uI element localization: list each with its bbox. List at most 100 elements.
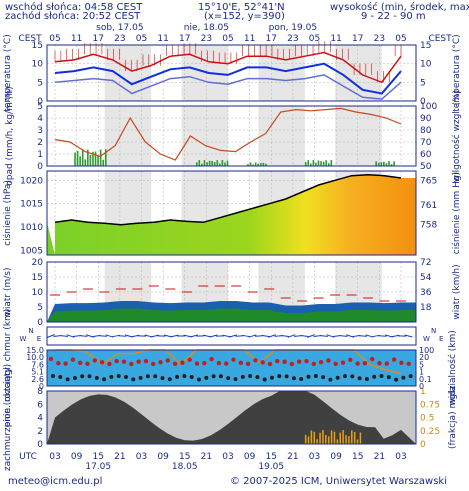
bottom-hour-label: 03 — [136, 452, 147, 462]
precipitation-bar — [201, 163, 203, 166]
bottom-day-label: 19.05 — [258, 462, 284, 472]
fog-bar — [316, 439, 318, 444]
top-hour-label: 11 — [71, 34, 82, 44]
temp-ytick-left: 5 — [37, 78, 43, 88]
cld-ylabel-left: zachmurzenie (oktanty) — [3, 364, 13, 471]
cloud-base-dot — [364, 376, 369, 381]
wind-ytick-right: 36 — [420, 288, 432, 298]
wind-direction-arrow — [248, 334, 257, 338]
cloud-base-dot — [408, 374, 413, 379]
cloud-top-dot — [275, 358, 280, 364]
top-hour-label: 05 — [309, 34, 320, 44]
cloud-top-dot — [224, 361, 229, 366]
sunrise-text: wschód słońca: 04:58 CEST — [5, 2, 143, 13]
precipitation-bar — [262, 162, 265, 166]
temp-ytick-right: 15 — [420, 41, 431, 51]
bottom-hour-label: 03 — [309, 452, 320, 462]
grid-point-text: (x=152, y=390) — [204, 11, 285, 22]
cloud-base-dot — [255, 375, 260, 380]
wind-direction-arrow — [98, 335, 108, 337]
wind-direction-arrow — [268, 334, 276, 338]
cloud-top-dot — [143, 358, 149, 364]
cloud-base-dot — [372, 374, 377, 379]
precipitation-bar — [312, 160, 315, 166]
cloud-base-dot — [218, 374, 223, 379]
bottom-hour-label: 15 — [266, 452, 277, 462]
cloud-base-dot — [335, 375, 340, 380]
wind-direction-arrow — [261, 334, 270, 338]
wind-direction-arrow — [189, 334, 199, 338]
top-hour-label: 23 — [201, 34, 212, 44]
cloud-top-dot — [78, 360, 83, 365]
panel-temp-border — [46, 44, 417, 102]
cloud-base-dot — [51, 374, 55, 378]
fog-bar — [330, 430, 333, 444]
precipitation-bar — [380, 162, 383, 166]
precipitation-bar — [102, 159, 105, 166]
cloud-base-dot — [248, 374, 253, 379]
tz-left-label: CEST — [18, 34, 42, 44]
cloud-top-dot — [180, 360, 185, 365]
bottom-hour-label: 21 — [114, 452, 125, 462]
wind-direction-arrow — [229, 334, 237, 338]
footer-email[interactable]: meteo@icm.edu.pl — [8, 476, 103, 487]
precipitation-bar — [81, 149, 84, 166]
cloud-top-dot — [384, 361, 389, 366]
wind-direction-arrow — [339, 335, 348, 337]
compass-n-left: N — [28, 327, 33, 335]
wind-ylabel-right: wiatr (km/h) — [452, 264, 462, 319]
vis-ytick-right: 5 — [419, 360, 424, 369]
compass-w-right: W — [423, 335, 430, 343]
cloud-top-dot — [297, 359, 302, 364]
fog-bar — [359, 432, 362, 444]
cloud-top-dot — [99, 360, 105, 365]
top-day-label: sob, 17.05 — [96, 23, 143, 33]
wind-direction-arrow — [66, 334, 75, 338]
top-hour-label: 17 — [93, 34, 104, 44]
compass-e-right: E — [439, 335, 443, 343]
precipitation-bar — [249, 162, 252, 166]
vis-ytick-left: 15.0 — [26, 346, 44, 355]
precipitation-bar — [325, 160, 327, 166]
temperature-line-mean — [54, 62, 402, 95]
fog-bar — [336, 439, 339, 444]
precipitation-bar — [79, 156, 81, 166]
precipitation-bar — [74, 152, 76, 166]
cloud-base-dot — [160, 376, 165, 381]
pres-ylabel-left: ciśnienie (hPa) — [2, 180, 13, 246]
temp-ytick-right: 5 — [420, 78, 426, 88]
precipitation-bar — [315, 162, 317, 166]
precipitation-bar — [195, 162, 198, 166]
wind-ytick-left: 5 — [37, 303, 43, 313]
cloud-base-dot — [291, 376, 296, 381]
pres-ytick-right: 765 — [420, 176, 437, 186]
temp-ytick-left: 15 — [32, 41, 43, 51]
cloud-base-dot — [321, 375, 326, 380]
top-hour-label: 05 — [222, 34, 233, 44]
fog-ytick-right: 0.25 — [420, 427, 440, 437]
fog-bar — [322, 430, 324, 444]
precipitation-bar — [97, 155, 99, 166]
wind-ytick-left: 0 — [37, 318, 43, 328]
panel-vis-border — [46, 349, 417, 387]
cloud-base-dot — [299, 377, 304, 382]
top-hour-label: 11 — [330, 34, 341, 44]
cloud-top-dot — [362, 360, 368, 366]
cloud-base-dot — [357, 376, 362, 381]
precipitation-bar — [304, 161, 307, 166]
top-hour-label: 05 — [49, 34, 60, 44]
vis-ytick-left: 2.6 — [31, 375, 44, 384]
cloud-top-dot — [187, 357, 192, 362]
fog-bar — [342, 430, 344, 444]
vis-ytick-right: 1 — [419, 368, 424, 377]
cloud-top-dot — [194, 361, 200, 366]
humidity-ytick-right: 60 — [420, 150, 432, 160]
prec-ytick-left: 1 — [37, 150, 43, 160]
precipitation-bar — [87, 149, 89, 166]
fog-bar — [310, 430, 313, 444]
cloud-top-dot — [63, 361, 68, 366]
bottom-hour-label: 09 — [244, 452, 256, 462]
cloud-base-dot — [401, 375, 406, 380]
cloud-top-dot — [151, 361, 156, 367]
cloud-base-dot — [343, 374, 347, 379]
